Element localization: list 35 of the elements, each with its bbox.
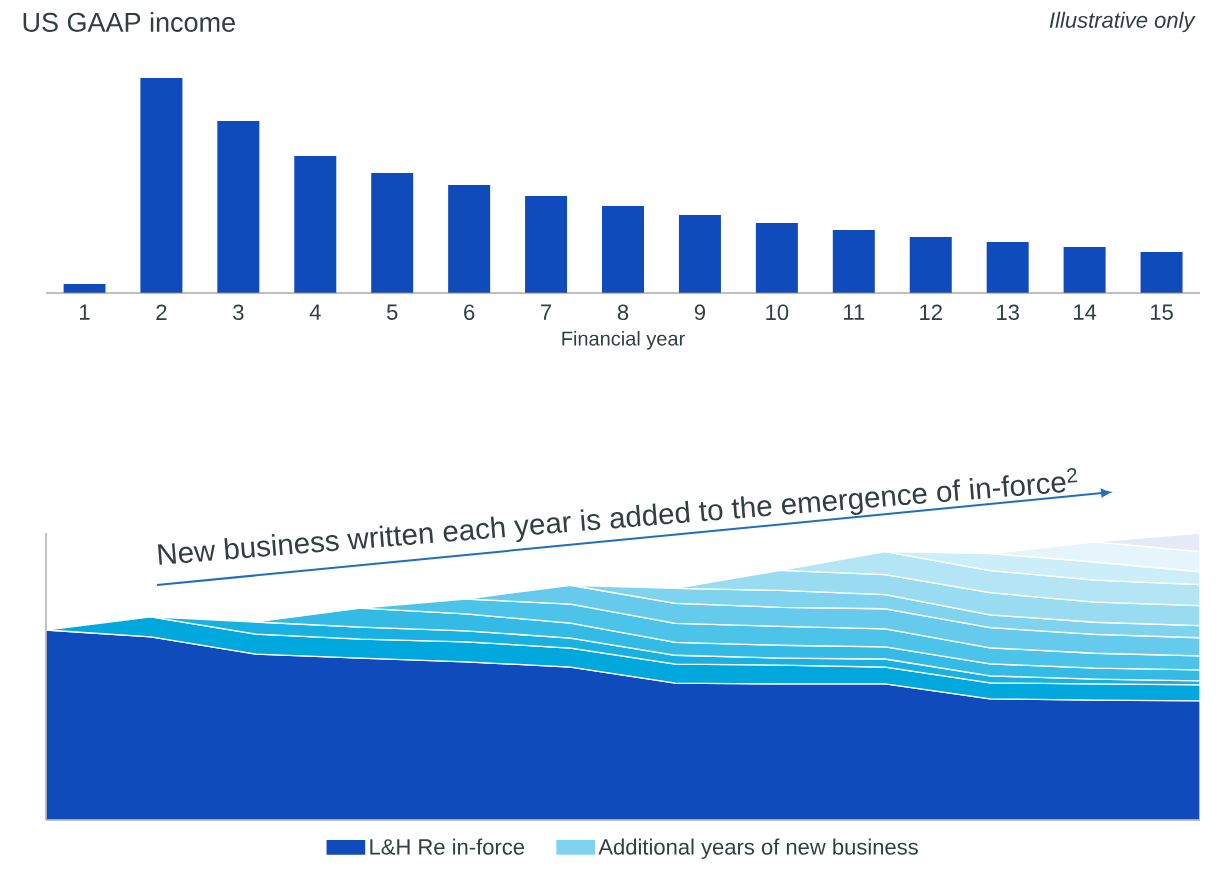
chart-title: US GAAP income [23,12,235,32]
x-tick-label: 9 [694,304,706,321]
x-tick-label: 10 [766,304,789,321]
bar [525,196,568,293]
x-tick-label: 6 [464,304,475,321]
bar [294,156,337,293]
annotation: New business written each year is added to the emergence of in-force$^{2}$ [157,467,1078,565]
x-tick-label: 14 [1074,304,1097,320]
bar [986,242,1029,293]
x-tick-label: 3 [233,304,244,321]
bar [678,214,721,293]
bar [217,121,260,293]
x-axis-title: Financial year [562,330,685,350]
bar [909,237,952,293]
x-tick-label: 8 [617,304,629,321]
bar [371,173,414,293]
bar [1063,246,1106,293]
bar [755,222,798,293]
bar [602,205,645,293]
x-tick-label: 7 [541,304,552,320]
x-tick-label: 1 [80,304,90,320]
x-tick-label: 5 [386,304,398,320]
x-tick-label: 2 [156,304,167,320]
x-tick-label: 13 [997,304,1019,321]
bar [832,230,875,293]
x-tick-label: 4 [309,304,321,320]
legend-label: Additional years of new business [598,838,918,860]
x-tick-label: 12 [920,304,942,320]
legend-label: L&H Re in-force [370,838,525,855]
x-tick-label: 15 [1150,304,1173,320]
bar [1140,251,1183,293]
bar [140,78,183,293]
x-tick-label: 11 [844,304,865,320]
text: Illustrative only [1049,11,1196,33]
bar [448,185,491,293]
